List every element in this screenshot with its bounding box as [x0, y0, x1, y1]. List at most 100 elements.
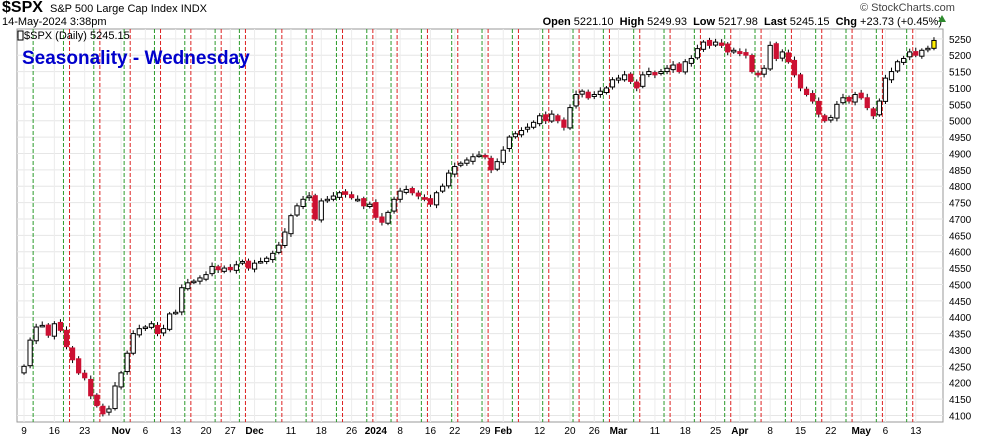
candle — [803, 86, 810, 97]
candle — [543, 111, 549, 124]
candle-body — [761, 67, 767, 75]
candle — [439, 183, 446, 194]
candle-body — [573, 94, 579, 107]
y-tick-label: 4500 — [949, 280, 972, 291]
candle-body — [94, 394, 100, 407]
candle — [427, 194, 434, 207]
x-tick-label: 18 — [680, 426, 692, 437]
candle — [555, 113, 561, 124]
chart-title: Seasonality - Wednesday — [22, 48, 250, 69]
candle-body — [609, 79, 616, 88]
legend-swatch — [17, 30, 24, 41]
candle-body — [591, 94, 597, 97]
candle-body — [731, 49, 737, 53]
y-tick-label: 4350 — [949, 330, 972, 341]
candle-body — [725, 43, 731, 53]
candle — [227, 264, 233, 273]
candle — [852, 91, 858, 106]
index-name: S&P 500 Large Cap Index — [50, 3, 178, 15]
x-tick-label: 2024 — [365, 426, 388, 437]
candle-body — [106, 408, 112, 413]
candle-body — [700, 41, 707, 50]
low-label: Low — [693, 16, 716, 28]
candle — [876, 98, 882, 117]
candle — [913, 47, 919, 58]
y-tick-label: 5050 — [949, 100, 972, 111]
candle — [882, 74, 889, 104]
candle-body — [822, 115, 828, 122]
candle-body — [251, 262, 258, 270]
candle-body — [294, 205, 300, 216]
y-tick-label: 4950 — [949, 133, 972, 144]
candle-body — [324, 198, 330, 202]
chart-date: 14-May-2024 3:38pm — [2, 16, 107, 28]
x-tick-label: 22 — [449, 426, 461, 437]
y-tick-label: 4900 — [949, 149, 972, 160]
candle-body — [379, 216, 385, 223]
high-label: High — [619, 16, 645, 28]
candle — [209, 262, 215, 277]
candle — [166, 311, 173, 332]
candle — [403, 185, 409, 195]
grid — [17, 29, 943, 422]
candle — [88, 375, 94, 400]
x-tick-label: 11 — [650, 426, 661, 437]
candle — [318, 198, 324, 223]
candle-body — [209, 265, 215, 275]
candle-body — [828, 116, 834, 121]
candle-body — [27, 339, 33, 367]
y-tick-label: 4100 — [949, 411, 972, 422]
candle — [397, 187, 403, 203]
candle — [537, 113, 543, 127]
candle — [288, 213, 294, 237]
candle-body — [555, 115, 561, 122]
candle-body — [603, 87, 610, 94]
candle-body — [45, 324, 51, 336]
candle-body — [33, 326, 39, 342]
y-tick-label: 4600 — [949, 248, 972, 259]
candle-body — [537, 115, 543, 125]
candle — [737, 48, 743, 57]
candle — [615, 74, 622, 84]
candle — [549, 110, 555, 123]
candle-body — [615, 77, 622, 81]
candle-body — [785, 52, 792, 63]
candle — [130, 330, 136, 356]
candle-body — [852, 94, 858, 103]
candle — [779, 49, 785, 62]
candle-body — [882, 77, 889, 102]
candle-body — [500, 149, 506, 163]
candle-body — [767, 44, 773, 70]
x-tick-label: 25 — [710, 426, 722, 437]
candle — [415, 190, 421, 200]
candles — [21, 37, 937, 417]
candle-body — [118, 372, 124, 388]
candle — [197, 275, 203, 285]
x-tick-label: 18 — [316, 426, 328, 437]
candle-body — [482, 154, 488, 158]
candle-body — [907, 51, 913, 58]
candle-body — [803, 88, 810, 96]
y-tick-label: 4450 — [949, 297, 972, 308]
candle — [142, 325, 148, 331]
candle-body — [888, 71, 895, 81]
candle-body — [858, 92, 864, 99]
candle-body — [755, 72, 761, 76]
candle — [761, 65, 767, 78]
candle-body — [919, 49, 925, 57]
candle-body — [82, 372, 88, 379]
candle — [282, 228, 288, 249]
low-value: 5217.98 — [718, 16, 758, 28]
candle — [94, 393, 100, 408]
x-tick-label: 16 — [425, 426, 437, 437]
candle — [755, 70, 761, 78]
candle — [925, 45, 931, 53]
candle-body — [524, 126, 531, 130]
x-tick-label: Mar — [610, 426, 628, 437]
candle-body — [361, 198, 367, 207]
candle — [355, 195, 361, 202]
candle — [628, 72, 634, 85]
candle — [816, 97, 822, 118]
last-label: Last — [764, 16, 787, 28]
